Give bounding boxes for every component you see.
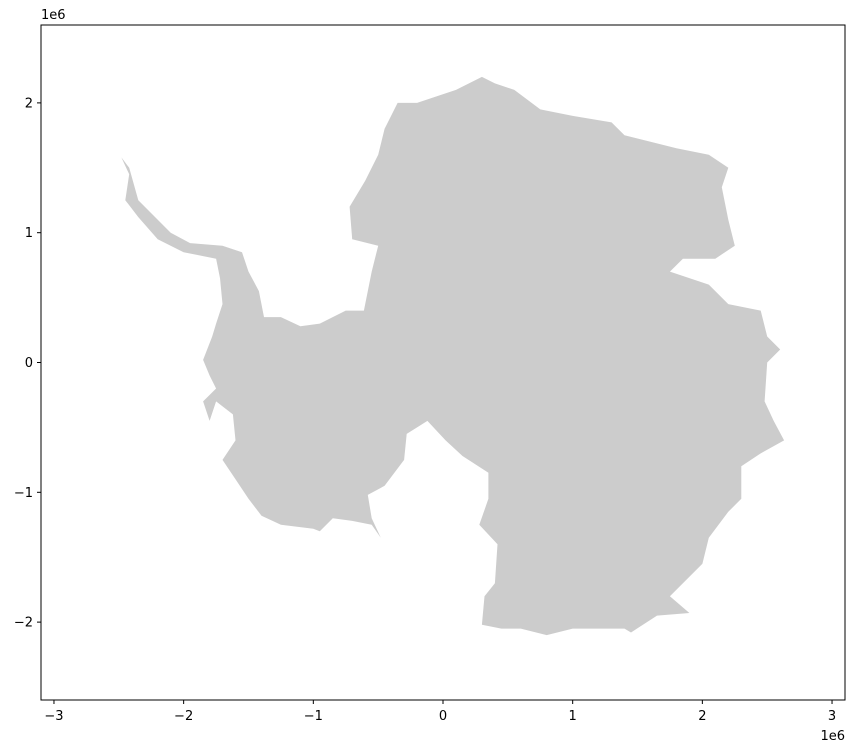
- x-tick-label: 2: [698, 709, 706, 724]
- tick-layer: −3 −2 −1 0 1 2 3 −2 −1 0 1 2: [14, 96, 836, 724]
- x-tick-label: 3: [828, 709, 836, 724]
- antarctica-landmass: [121, 76, 785, 636]
- y-tick-label: −1: [14, 486, 33, 501]
- y-tick-label: 1: [25, 226, 33, 241]
- x-tick-label: −3: [44, 709, 63, 724]
- x-tick-label: 1: [569, 709, 577, 724]
- landmass-layer: [121, 76, 785, 636]
- x-tick-label: −2: [174, 709, 193, 724]
- y-tick-label: −2: [14, 616, 33, 631]
- x-tick-label: −1: [304, 709, 323, 724]
- y-tick-label: 0: [25, 356, 33, 371]
- y-tick-label: 2: [25, 96, 33, 111]
- x-offset-label: 1e6: [820, 729, 845, 744]
- x-tick-label: 0: [439, 709, 447, 724]
- y-offset-label: 1e6: [41, 8, 66, 23]
